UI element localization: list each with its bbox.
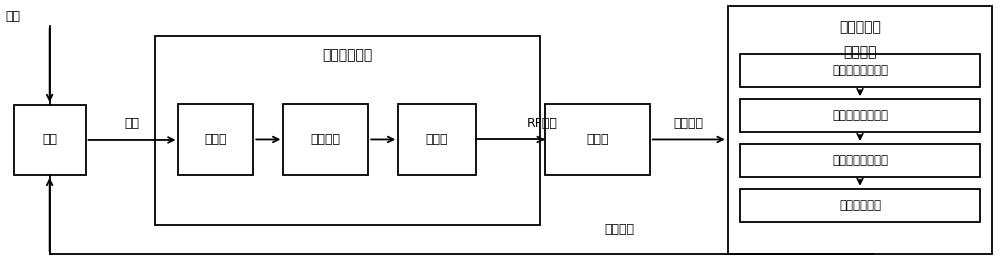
Bar bbox=[283, 104, 368, 175]
Bar bbox=[398, 104, 476, 175]
Text: 信号判决分析模块: 信号判决分析模块 bbox=[832, 154, 888, 167]
Bar bbox=[728, 6, 992, 254]
Bar bbox=[155, 36, 540, 225]
Text: 环境噪声采集模块: 环境噪声采集模块 bbox=[832, 64, 888, 77]
Bar bbox=[14, 105, 86, 175]
Bar bbox=[178, 104, 253, 175]
Text: 天线: 天线 bbox=[42, 133, 57, 146]
Text: 信号检测识别模块: 信号检测识别模块 bbox=[832, 109, 888, 122]
Text: 频谱数据: 频谱数据 bbox=[674, 117, 704, 129]
Text: 统计设备: 统计设备 bbox=[843, 45, 877, 59]
Text: 频谱仪: 频谱仪 bbox=[586, 133, 609, 146]
Text: 接收机: 接收机 bbox=[205, 133, 227, 146]
Text: 信号: 信号 bbox=[6, 10, 21, 23]
Text: 射频矩阵: 射频矩阵 bbox=[311, 133, 341, 146]
Text: 信号: 信号 bbox=[125, 117, 140, 130]
Bar bbox=[740, 99, 980, 132]
Bar bbox=[740, 189, 980, 221]
Bar bbox=[545, 104, 650, 175]
Text: RF信号: RF信号 bbox=[527, 117, 558, 129]
Text: 实时检测与: 实时检测与 bbox=[839, 21, 881, 34]
Bar bbox=[740, 144, 980, 177]
Text: 结果显示模块: 结果显示模块 bbox=[839, 199, 881, 212]
Bar bbox=[740, 54, 980, 87]
Text: 控制指令: 控制指令 bbox=[605, 223, 635, 236]
Text: 合路器: 合路器 bbox=[426, 133, 448, 146]
Text: 信号传输链路: 信号传输链路 bbox=[323, 48, 373, 62]
